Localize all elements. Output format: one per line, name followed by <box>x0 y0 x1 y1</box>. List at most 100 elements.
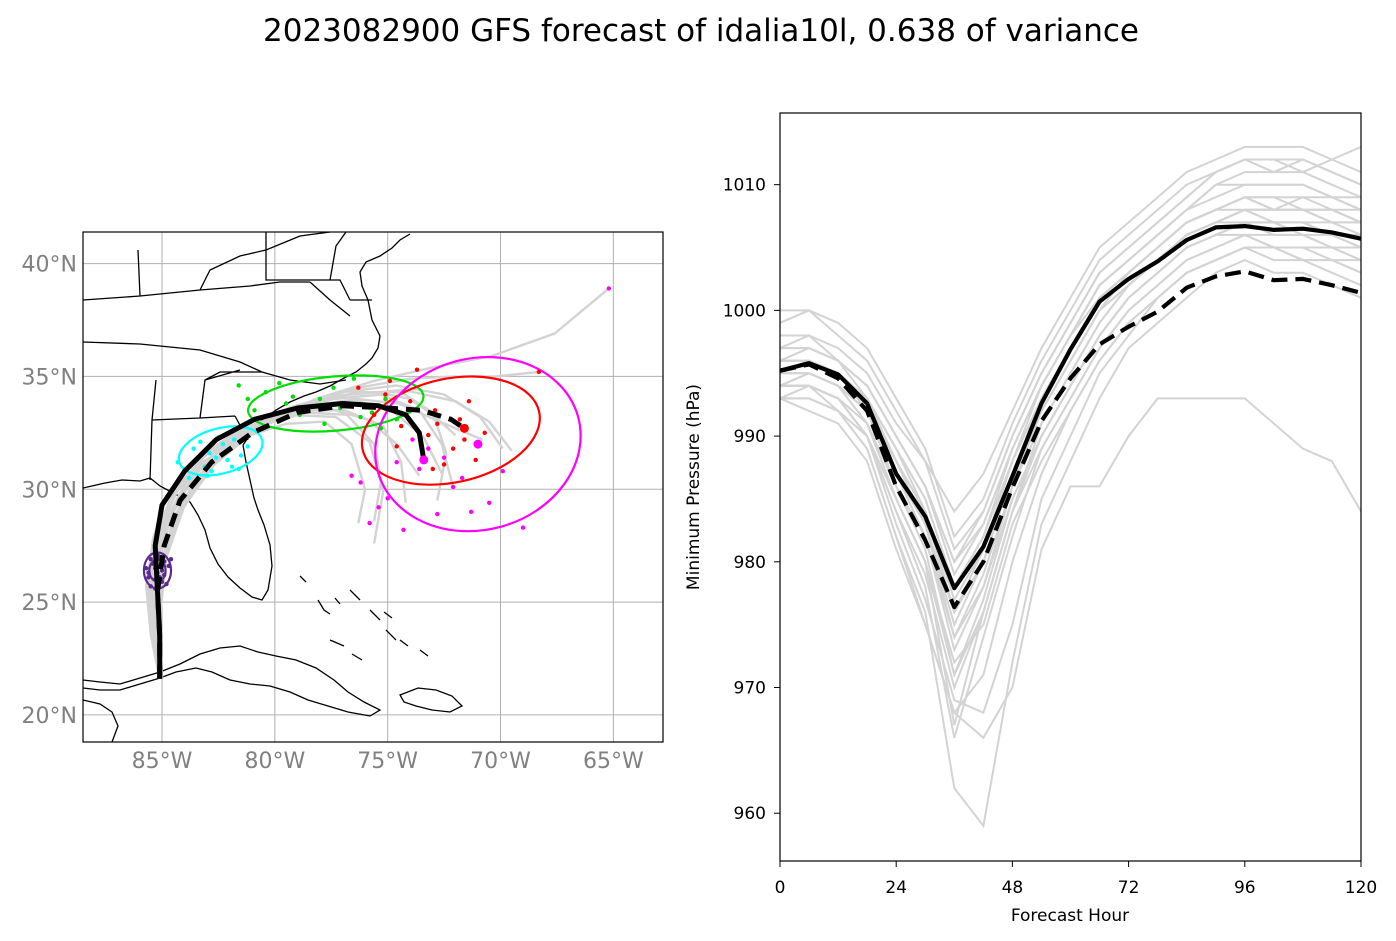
track-endpoints <box>419 423 483 465</box>
ensemble-pressure-line <box>780 145 1361 514</box>
intensity-panel: 0 24 48 72 96 120 960 970 980 990 1000 1010 Forecas… <box>684 112 1377 926</box>
ensemble-pressure-lines <box>780 145 1361 829</box>
red-point <box>435 421 440 427</box>
map-frame <box>82 231 664 743</box>
ensemble-track <box>147 413 383 680</box>
ensemble-pressure-line <box>780 208 1361 726</box>
lon-tick-label: 70°W <box>470 749 531 774</box>
green-point <box>277 380 282 386</box>
purple-point <box>146 575 151 580</box>
red-point <box>482 430 487 436</box>
lat-tick-label: 20°N <box>22 704 77 729</box>
cyan-point <box>191 446 196 451</box>
magenta-point <box>358 480 363 485</box>
red-point <box>399 423 404 429</box>
red-point <box>408 399 413 404</box>
red-point <box>383 392 388 397</box>
green-point <box>245 396 250 402</box>
green-point <box>358 414 363 420</box>
cyan-point <box>229 464 235 469</box>
red-point <box>356 385 361 390</box>
green-point <box>383 396 388 402</box>
lat-tick-label: 30°N <box>22 478 77 503</box>
red-point <box>414 367 420 372</box>
purple-point <box>146 570 151 575</box>
ensemble-track <box>147 406 421 679</box>
red-point <box>462 437 467 442</box>
mean-track-lines <box>152 401 466 679</box>
ensemble-pressure-line <box>780 196 1361 590</box>
ensemble-pressure-line <box>780 259 1361 829</box>
lon-tick-label: 65°W <box>583 749 644 774</box>
purple-point <box>143 566 149 571</box>
magenta-point <box>349 473 354 478</box>
ensemble-track <box>153 400 443 679</box>
purple-point <box>164 581 169 587</box>
red-point <box>536 369 542 375</box>
magenta-point <box>385 496 390 501</box>
intensity-ticks: 0 24 48 72 96 120 960 970 980 990 1000 1010 <box>723 176 1377 898</box>
green-point <box>236 383 241 388</box>
x-tick-label: 72 <box>1118 878 1140 898</box>
magenta-point <box>441 455 447 460</box>
magenta-point <box>450 484 456 490</box>
green-point <box>331 385 336 390</box>
x-tick-label: 24 <box>885 878 907 898</box>
ensemble-track <box>158 391 448 679</box>
map-gridlines <box>83 232 663 742</box>
green-point <box>351 376 357 381</box>
x-tick-label: 96 <box>1234 878 1256 898</box>
coastline-bahamas <box>299 575 429 661</box>
cyan-point <box>232 437 237 442</box>
cyan-point <box>236 466 241 472</box>
red-point <box>457 417 463 422</box>
purple-point <box>148 584 153 589</box>
y-tick-label: 960 <box>734 804 766 824</box>
x-tick-label: 48 <box>1002 878 1024 898</box>
red-point <box>430 466 436 472</box>
green-point <box>290 394 296 399</box>
magenta-endpoint <box>419 455 429 465</box>
green-point <box>283 401 289 406</box>
lon-tick-label: 85°W <box>132 749 193 774</box>
track-map-panel: 85°W 80°W 75°W 70°W 65°W 20°N 25°N 30°N 35°N 40°N <box>22 231 664 774</box>
cyan-point <box>220 441 226 447</box>
cyan-point <box>245 444 250 449</box>
x-tick-label: 0 <box>775 878 786 898</box>
red-point <box>387 378 393 384</box>
y-tick-label: 990 <box>734 427 766 447</box>
magenta-point <box>417 466 422 472</box>
green-point <box>394 417 399 422</box>
figure-title: 2023082900 GFS forecast of idalia10l, 0.… <box>263 13 1139 49</box>
cyan-point <box>198 439 203 445</box>
red-point <box>432 408 438 413</box>
mean-pressure-lines <box>780 224 1361 610</box>
magenta-endpoint <box>473 439 483 449</box>
y-axis-label: Minimum Pressure (hPa) <box>684 384 704 590</box>
y-tick-label: 1010 <box>723 176 766 196</box>
lon-tick-label: 80°W <box>244 749 305 774</box>
cyan-point <box>213 455 219 460</box>
ensemble-track <box>151 411 385 679</box>
green-ellipse <box>246 374 425 433</box>
x-tick-label: 120 <box>1345 878 1377 898</box>
ensemble-track <box>156 388 513 679</box>
ensemble-pressure-line <box>780 246 1361 665</box>
magenta-point <box>401 527 406 533</box>
red-point <box>473 457 478 463</box>
green-point <box>322 421 327 427</box>
red-point <box>371 412 377 417</box>
coastline-cuba <box>83 645 382 717</box>
magenta-point <box>410 437 415 442</box>
magenta-point <box>435 511 440 517</box>
magenta-point <box>376 505 381 510</box>
ensemble-pressure-line <box>780 196 1361 590</box>
y-tick-label: 1000 <box>723 301 766 321</box>
magenta-point <box>394 459 399 465</box>
red-point <box>441 462 447 467</box>
dashed-mean-track <box>155 403 466 679</box>
cyan-point <box>175 459 180 465</box>
lat-tick-label: 25°N <box>22 591 77 616</box>
cyan-point <box>207 450 212 456</box>
